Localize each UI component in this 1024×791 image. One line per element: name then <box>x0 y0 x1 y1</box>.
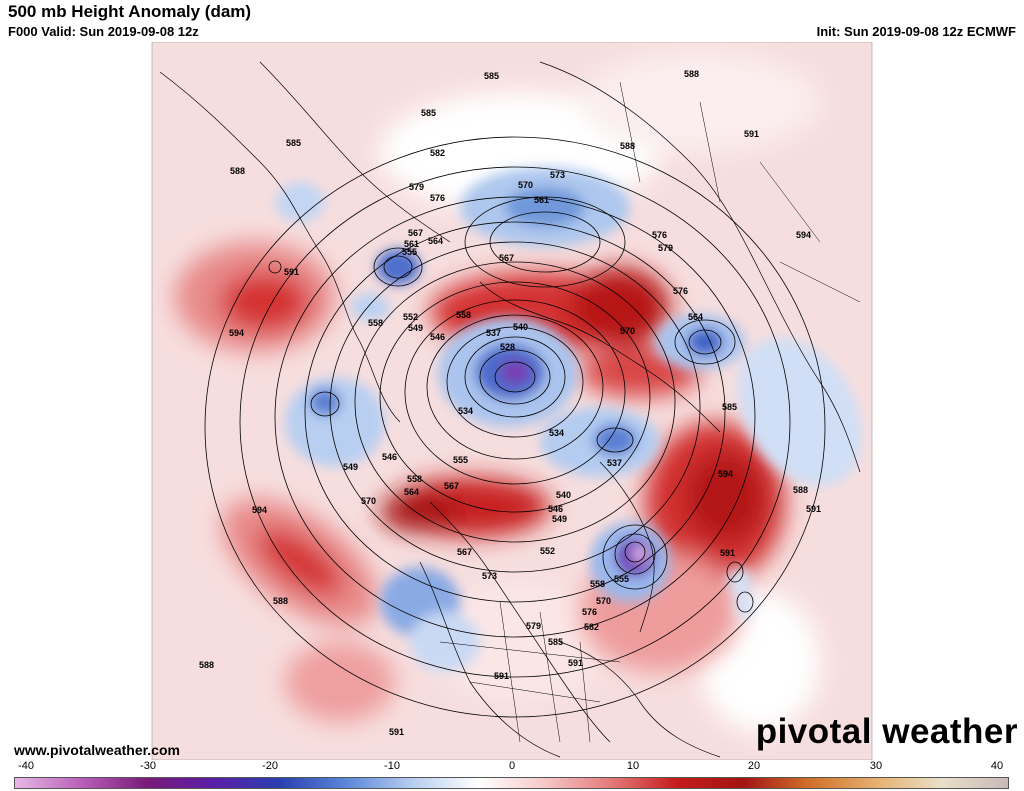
contour-label: 579 <box>658 243 673 253</box>
contour-label: 564 <box>428 236 443 246</box>
colorbar-ticks: -40 -30 -20 -10 0 10 20 30 40 <box>0 760 1024 776</box>
contour-label: 567 <box>408 228 423 238</box>
colorbar-tick: -40 <box>18 760 34 772</box>
colorbar <box>14 777 1009 789</box>
contour-label: 570 <box>361 496 376 506</box>
contour-label: 558 <box>456 310 471 320</box>
contour-label: 552 <box>540 546 555 556</box>
contour-label: 588 <box>273 596 288 606</box>
contour-label: 546 <box>382 452 397 462</box>
contour-label: 561 <box>534 195 549 205</box>
init-time: Init: Sun 2019-09-08 12z ECMWF <box>816 24 1016 39</box>
contour-label: 570 <box>596 596 611 606</box>
contour-label: 549 <box>408 323 423 333</box>
contour-label: 591 <box>568 658 583 668</box>
contour-label: 585 <box>286 138 301 148</box>
contour-label: 588 <box>684 69 699 79</box>
contour-label: 573 <box>550 170 565 180</box>
contour-label: 537 <box>607 458 622 468</box>
contour-label: 585 <box>722 402 737 412</box>
contour-label: 546 <box>430 332 445 342</box>
contour-label: 561 <box>404 239 419 249</box>
contour-label: 552 <box>403 312 418 322</box>
contour-label: 591 <box>494 671 509 681</box>
contour-label: 546 <box>548 504 563 514</box>
contour-label: 588 <box>199 660 214 670</box>
contour-label: 591 <box>389 727 404 737</box>
contour-label: 564 <box>404 487 419 497</box>
contour-label: 549 <box>552 514 567 524</box>
brand-logo: pivotal weather <box>755 712 1018 751</box>
contour-label: 564 <box>688 312 703 322</box>
anomaly-map: 585 588 585 588 591 585 588 582 579 576 … <box>0 42 1024 760</box>
contour-label: 534 <box>458 406 473 416</box>
contour-label: 576 <box>673 286 688 296</box>
contour-label: 576 <box>582 607 597 617</box>
contour-label: 594 <box>252 505 267 515</box>
contour-label: 558 <box>368 318 383 328</box>
contour-label: 588 <box>793 485 808 495</box>
website-url: www.pivotalweather.com <box>14 742 180 758</box>
contour-label: 579 <box>526 621 541 631</box>
contour-label: 576 <box>652 230 667 240</box>
contour-label: 573 <box>482 571 497 581</box>
colorbar-tick: 20 <box>747 760 761 772</box>
contour-label: 558 <box>590 579 605 589</box>
negative-anomalies <box>275 167 863 672</box>
contour-label: 567 <box>499 253 514 263</box>
contour-label: 585 <box>548 637 563 647</box>
contour-label: 534 <box>549 428 564 438</box>
contour-label: 555 <box>614 574 629 584</box>
contour-label: 540 <box>513 322 528 332</box>
contour-label: 576 <box>430 193 445 203</box>
colorbar-tick: 0 <box>508 760 516 772</box>
colorbar-tick: 30 <box>869 760 883 772</box>
map-field: 585 588 585 588 591 585 588 582 579 576 … <box>152 42 872 760</box>
contour-label: 585 <box>421 108 436 118</box>
contour-labels: 585 588 585 588 591 585 588 582 579 576 … <box>199 69 821 737</box>
height-contours <box>204 136 826 718</box>
contour-label: 594 <box>229 328 244 338</box>
contour-label: 588 <box>620 141 635 151</box>
contour-label: 549 <box>343 462 358 472</box>
contour-label: 537 <box>486 328 501 338</box>
contour-label: 555 <box>453 455 468 465</box>
colorbar-tick: -10 <box>384 760 400 772</box>
contour-label: 567 <box>444 481 459 491</box>
map-svg: 585 588 585 588 591 585 588 582 579 576 … <box>0 42 1024 760</box>
borders <box>439 81 861 743</box>
contour-label: 582 <box>584 622 599 632</box>
chart-title: 500 mb Height Anomaly (dam) <box>8 2 252 21</box>
contour-label: 540 <box>556 490 571 500</box>
contour-label: 591 <box>744 129 759 139</box>
contour-label: 567 <box>457 547 472 557</box>
coastlines <box>159 61 861 758</box>
contour-label: 555 <box>402 247 417 257</box>
colorbar-tick: -30 <box>140 760 156 772</box>
contour-label: 591 <box>806 504 821 514</box>
contour-label: 528 <box>500 342 515 352</box>
contour-label: 588 <box>230 166 245 176</box>
valid-time: F000 Valid: Sun 2019-09-08 12z <box>8 24 199 39</box>
contour-label: 591 <box>720 548 735 558</box>
contour-label: 585 <box>484 71 499 81</box>
contour-label: 582 <box>430 148 445 158</box>
contour-label: 591 <box>284 267 299 277</box>
contour-label: 594 <box>718 469 733 479</box>
contour-label: 570 <box>620 326 635 336</box>
contour-label: 579 <box>409 182 424 192</box>
contour-label: 558 <box>407 474 422 484</box>
colorbar-tick: 10 <box>626 760 640 772</box>
colorbar-tick: -20 <box>262 760 278 772</box>
contour-label: 594 <box>796 230 811 240</box>
contour-label: 570 <box>518 180 533 190</box>
colorbar-tick: 40 <box>990 760 1004 772</box>
map-border <box>151 42 873 760</box>
